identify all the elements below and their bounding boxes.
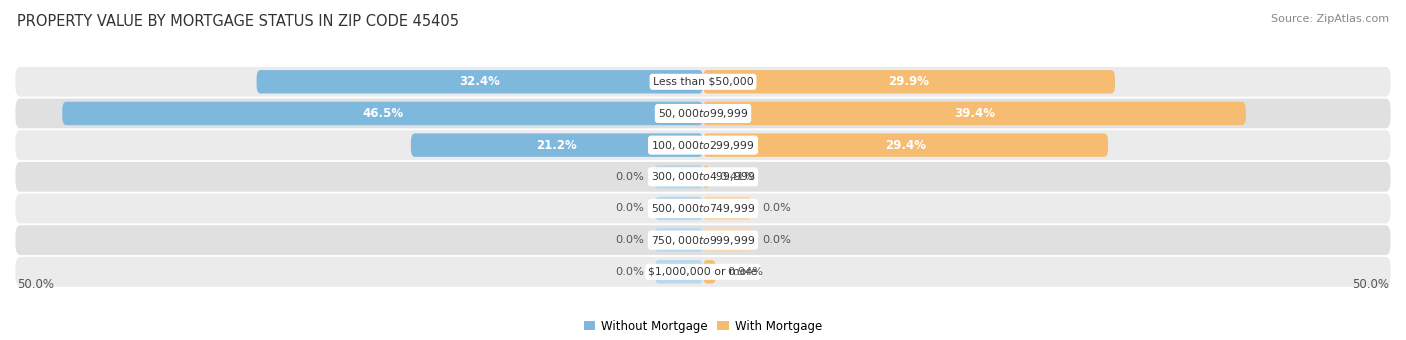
Text: 39.4%: 39.4% <box>953 107 995 120</box>
FancyBboxPatch shape <box>15 225 1391 255</box>
Text: $500,000 to $749,999: $500,000 to $749,999 <box>651 202 755 215</box>
Text: 46.5%: 46.5% <box>363 107 404 120</box>
Text: 0.94%: 0.94% <box>727 267 763 277</box>
FancyBboxPatch shape <box>703 260 716 284</box>
FancyBboxPatch shape <box>256 70 703 94</box>
FancyBboxPatch shape <box>703 165 709 188</box>
FancyBboxPatch shape <box>703 102 1246 125</box>
FancyBboxPatch shape <box>62 102 703 125</box>
FancyBboxPatch shape <box>411 133 703 157</box>
Text: 50.0%: 50.0% <box>1353 278 1389 291</box>
Text: 29.9%: 29.9% <box>889 75 929 88</box>
Text: 0.0%: 0.0% <box>614 203 644 214</box>
Text: $1,000,000 or more: $1,000,000 or more <box>648 267 758 277</box>
Text: 0.0%: 0.0% <box>614 267 644 277</box>
Text: $100,000 to $299,999: $100,000 to $299,999 <box>651 139 755 152</box>
FancyBboxPatch shape <box>703 228 751 252</box>
Text: $50,000 to $99,999: $50,000 to $99,999 <box>658 107 748 120</box>
Text: 0.0%: 0.0% <box>614 235 644 245</box>
FancyBboxPatch shape <box>15 99 1391 128</box>
Text: 32.4%: 32.4% <box>460 75 501 88</box>
Text: 29.4%: 29.4% <box>884 139 927 152</box>
FancyBboxPatch shape <box>655 197 703 220</box>
Text: $750,000 to $999,999: $750,000 to $999,999 <box>651 234 755 246</box>
FancyBboxPatch shape <box>655 260 703 284</box>
Text: Less than $50,000: Less than $50,000 <box>652 77 754 87</box>
FancyBboxPatch shape <box>15 67 1391 97</box>
FancyBboxPatch shape <box>15 130 1391 160</box>
Legend: Without Mortgage, With Mortgage: Without Mortgage, With Mortgage <box>579 315 827 337</box>
FancyBboxPatch shape <box>15 162 1391 192</box>
Text: $300,000 to $499,999: $300,000 to $499,999 <box>651 170 755 183</box>
Text: 0.0%: 0.0% <box>614 172 644 182</box>
Text: PROPERTY VALUE BY MORTGAGE STATUS IN ZIP CODE 45405: PROPERTY VALUE BY MORTGAGE STATUS IN ZIP… <box>17 14 458 29</box>
FancyBboxPatch shape <box>655 165 703 188</box>
FancyBboxPatch shape <box>655 228 703 252</box>
Text: Source: ZipAtlas.com: Source: ZipAtlas.com <box>1271 14 1389 23</box>
FancyBboxPatch shape <box>703 133 1108 157</box>
Text: 0.0%: 0.0% <box>762 235 792 245</box>
Text: 0.0%: 0.0% <box>762 203 792 214</box>
Text: 0.41%: 0.41% <box>720 172 755 182</box>
Text: 21.2%: 21.2% <box>537 139 578 152</box>
FancyBboxPatch shape <box>703 197 751 220</box>
Text: 50.0%: 50.0% <box>17 278 53 291</box>
FancyBboxPatch shape <box>703 70 1115 94</box>
FancyBboxPatch shape <box>15 257 1391 287</box>
FancyBboxPatch shape <box>15 193 1391 223</box>
